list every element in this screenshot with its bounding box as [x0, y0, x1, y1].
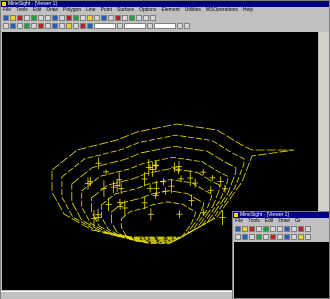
menu-item[interactable]: Polygon — [63, 7, 81, 13]
menu-item[interactable]: Element — [161, 7, 179, 13]
menu-bar: File Tools Edit Draw Polygon Line Point Surface… — [1, 7, 329, 14]
menu-item[interactable]: Point — [101, 7, 112, 13]
viewport[interactable] — [234, 242, 329, 298]
menu-item[interactable]: Options — [139, 7, 156, 13]
menu-item[interactable]: File — [235, 218, 243, 224]
menu-item[interactable]: Line — [86, 7, 95, 13]
contour-line — [72, 146, 236, 239]
menu-bar: File Tools Edit Draw Gr — [233, 218, 329, 225]
menu-item[interactable]: Surface — [117, 7, 134, 13]
menu-item[interactable]: File — [3, 7, 11, 13]
menu-item[interactable]: Tools — [248, 218, 260, 224]
menu-item[interactable]: Edit — [265, 218, 274, 224]
menu-item[interactable]: Draw — [278, 218, 290, 224]
page: MineSight - [Viewer 1] File Tools Edit Draw… — [0, 0, 330, 299]
menu-item[interactable]: MSOperations — [206, 7, 238, 13]
menu-item[interactable]: Help — [243, 7, 253, 13]
menu-item[interactable]: Gr — [295, 218, 301, 224]
toolbar — [233, 225, 329, 233]
inset-window: MineSight - [Viewer 1] File Tools Edit Draw… — [232, 211, 330, 299]
menu-item[interactable]: Utilities — [185, 7, 201, 13]
toolbar — [233, 233, 329, 241]
menu-item[interactable]: Draw — [46, 7, 58, 13]
window-title: MineSight - [Viewer 1] — [1, 1, 329, 7]
toolbar — [1, 14, 329, 22]
window-title: MineSight - [Viewer 1] — [233, 212, 329, 218]
menu-item[interactable]: Tools — [16, 7, 28, 13]
toolbar — [1, 22, 329, 30]
menu-item[interactable]: Edit — [33, 7, 42, 13]
